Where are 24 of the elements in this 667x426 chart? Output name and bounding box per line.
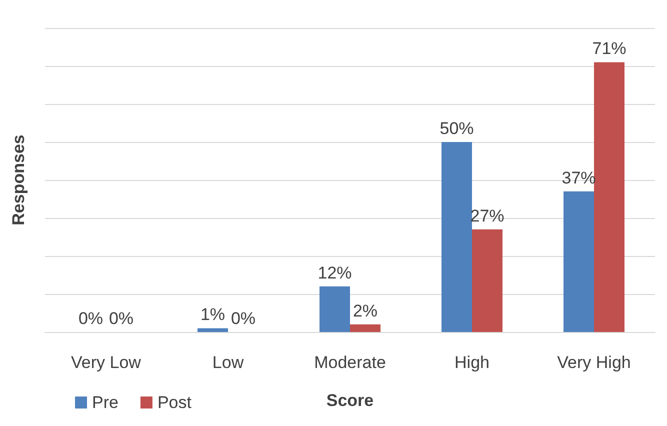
x-tick-label: High	[454, 353, 490, 372]
y-axis-title: Responses	[9, 134, 28, 226]
x-tick-label: Very Low	[71, 353, 142, 372]
data-label: 1%	[200, 305, 226, 324]
bar	[442, 142, 472, 332]
bar	[472, 229, 502, 332]
data-label: 71%	[592, 39, 626, 58]
legend-label: Pre	[92, 393, 118, 412]
data-label: 0%	[230, 309, 256, 328]
bar	[320, 286, 350, 332]
legend-label: Post	[157, 393, 192, 412]
data-label: 0%	[78, 309, 104, 328]
x-tick-label: Low	[212, 353, 244, 372]
x-axis-title: Score	[326, 391, 374, 410]
bar	[594, 62, 624, 332]
bar	[564, 191, 594, 332]
bar	[350, 324, 380, 332]
data-label: 50%	[440, 119, 474, 138]
data-label: 12%	[318, 263, 352, 282]
x-tick-label: Very High	[557, 353, 631, 372]
data-label: 0%	[108, 309, 134, 328]
data-label: 2%	[352, 301, 378, 320]
x-tick-label: Moderate	[314, 353, 386, 372]
bar	[198, 328, 228, 332]
